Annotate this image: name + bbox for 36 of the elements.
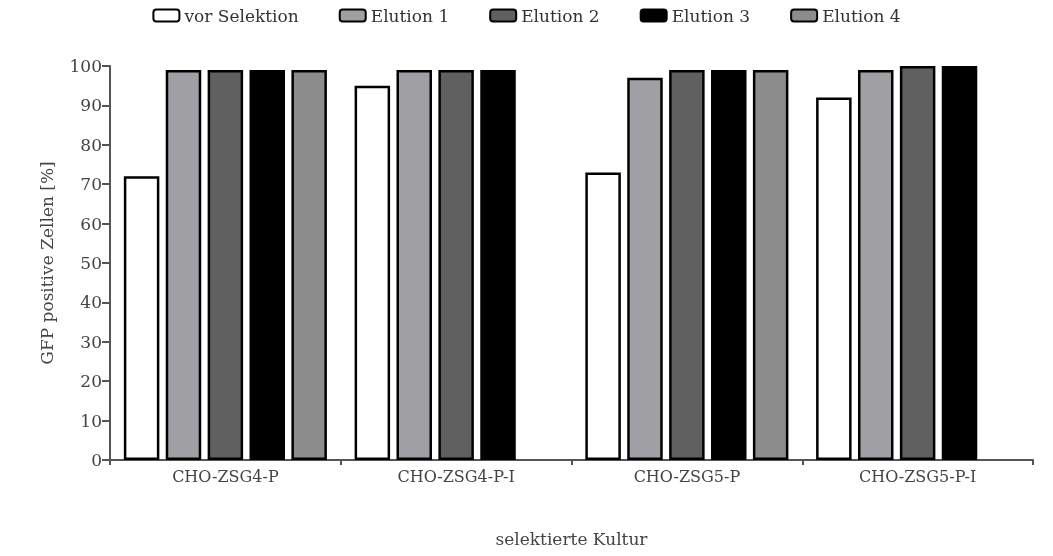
- bar: [249, 69, 286, 460]
- legend-label: vor Selektion: [183, 5, 299, 26]
- bar: [941, 66, 978, 460]
- bar: [857, 69, 894, 460]
- bar: [585, 172, 621, 460]
- y-tick-label: 10: [80, 410, 102, 431]
- legend-label: Elution 2: [521, 5, 600, 26]
- y-tick-label: 0: [91, 450, 102, 470]
- x-tick-label: CHO-ZSG4-P: [172, 466, 279, 486]
- legend-label: Elution 3: [671, 5, 751, 26]
- y-tick-label: 30: [80, 331, 102, 352]
- y-tick-label: 50: [80, 253, 102, 273]
- y-tick-label: 60: [80, 213, 102, 234]
- legend-label: Elution 1: [370, 5, 450, 26]
- bar: [711, 69, 747, 460]
- bar: [354, 85, 391, 460]
- y-tick-label: 80: [80, 134, 102, 155]
- y-axis-title: GFP positive Zellen [%]: [36, 161, 57, 365]
- bar: [480, 69, 516, 460]
- bar: [752, 69, 789, 460]
- bar: [165, 69, 202, 460]
- bar: [816, 97, 852, 460]
- bar: [291, 69, 327, 460]
- y-tick-label: 100: [69, 56, 102, 76]
- y-tick-label: 90: [80, 95, 102, 116]
- x-tick-label: CHO-ZSG5-P-I: [858, 466, 977, 486]
- x-axis-title: selektierte Kultur: [495, 528, 649, 549]
- y-tick-label: 20: [80, 371, 102, 392]
- legend-label: Elution 4: [822, 5, 901, 26]
- y-tick-label: 40: [80, 292, 102, 313]
- bar: [396, 69, 432, 460]
- x-tick-label: CHO-ZSG4-P-I: [397, 466, 515, 486]
- bar: [627, 77, 663, 460]
- bar: [123, 176, 160, 460]
- x-tick-label: CHO-ZSG5-P: [633, 466, 741, 486]
- y-tick-label: 70: [80, 174, 102, 195]
